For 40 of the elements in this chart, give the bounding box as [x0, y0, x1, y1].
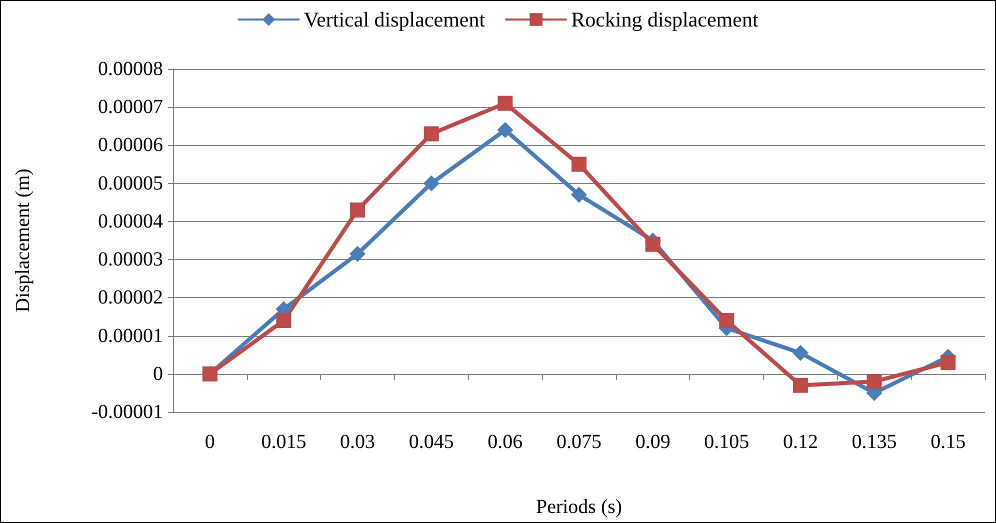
y-tick-label: -0.00001 — [91, 401, 163, 423]
y-tick-label: 0.00003 — [98, 248, 163, 271]
legend-label: Rocking displacement — [571, 8, 758, 32]
point — [792, 344, 808, 361]
y-axis-title: Displacement (m) — [12, 168, 34, 312]
x-tick-label: 0 — [204, 431, 215, 453]
x-tick-label: 0.015 — [261, 431, 306, 453]
point — [792, 378, 808, 393]
y-tick-label: 0 — [153, 362, 163, 385]
point — [645, 236, 660, 252]
point — [719, 313, 734, 328]
point — [424, 126, 439, 142]
point — [866, 374, 882, 390]
y-tick-label: 0.00004 — [98, 210, 163, 232]
x-tick-label: 0.135 — [852, 431, 897, 453]
point — [276, 313, 292, 328]
y-tick-label: 0.00006 — [98, 134, 163, 156]
point — [497, 122, 514, 138]
point — [350, 202, 366, 218]
x-tick-label: 0.06 — [488, 431, 523, 453]
x-tick-label: 0.03 — [340, 431, 376, 453]
point — [940, 354, 956, 370]
point — [350, 246, 366, 262]
legend-label: Vertical displacement — [304, 8, 486, 32]
x-axis-title: Periods (s) — [536, 496, 622, 518]
y-tick-label: 0.00008 — [98, 58, 163, 80]
x-tick-label: 0.15 — [930, 431, 966, 453]
x-tick-label: 0.105 — [704, 431, 750, 453]
y-tick-label: 0.00002 — [98, 286, 163, 309]
point — [571, 186, 587, 203]
point — [423, 175, 440, 192]
y-tick-label: 0.00005 — [98, 172, 163, 194]
point — [498, 96, 513, 111]
y-tick-label: 0.00001 — [98, 324, 163, 347]
x-tick-label: 0.09 — [635, 431, 670, 453]
x-tick-label: 0.045 — [408, 431, 454, 453]
point — [572, 156, 586, 172]
x-tick-label: 0.12 — [782, 431, 818, 453]
y-tick-label: 0.00007 — [98, 96, 163, 118]
x-tick-label: 0.075 — [556, 431, 602, 453]
